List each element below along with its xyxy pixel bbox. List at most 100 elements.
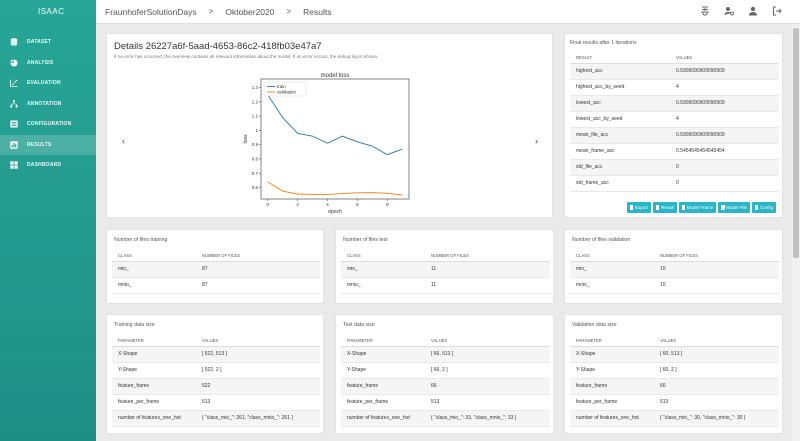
scrollbar-thumb[interactable] [793,28,799,258]
row-label: number of features_one_hot [341,410,425,427]
carousel-prev-button[interactable]: ‹ [122,136,125,146]
row-value: 10 [654,261,779,278]
sidebar-item-analysis[interactable]: ANALYSIS [0,53,96,74]
column-header: PARAMETER [341,335,425,347]
legend-label: validation [277,90,297,95]
column-header: CLASS [112,250,196,262]
sidebar-item-label: EVALUATION [27,80,61,87]
sidebar-item-annotation[interactable]: ANNOTATION [0,94,96,115]
x-tick-label: 2 [296,202,299,207]
y-tick-label: 1.1 [252,114,259,119]
model-file-button[interactable]: Model File [718,202,750,213]
table-row: feature_per_frame 513 [112,394,320,411]
table-row: Y-Shape[ 60, 2 ] [570,362,779,379]
row-label: mean_file_acc [570,127,670,144]
sliders-icon[interactable] [700,6,710,16]
logout-icon[interactable] [772,6,782,16]
test-size-table: PARAMETER VALUES X-Shape[ 66, 513 ] Y-Shape… [341,335,550,427]
training-size-table: PARAMETER VALUES X-Shape[ 522, 513 ] Y-Shap… [112,335,320,427]
table-row: number of features_one_hot{ "class_mio_"… [570,410,779,427]
row-value: 0 [670,159,779,176]
row-value: { "class_mio_": 33, "class_mnio_": 33 } [425,410,550,427]
final-results-table: RESULT VALUES highest_acc 0.5909090909090… [570,52,779,192]
y-tick-label: 0.9 [252,142,259,147]
table-row: highest_acc 0.5909090909090909 [570,63,779,80]
breadcrumb-separator: > [208,7,214,16]
topbar-icons [700,6,782,16]
row-value: [ 522, 513 ] [196,346,320,363]
sidebar-item-label: DATASET [27,39,52,46]
row-label: feature_frame [570,378,654,395]
x-tick-label: 4 [326,202,329,207]
app-title: ISAAC [38,7,65,16]
row-value: 11 [425,261,550,278]
table-row: number of features_one_hot{ "class_mio_"… [341,410,550,427]
carousel-next-button[interactable]: › [535,136,538,146]
config-button[interactable]: Config [751,202,776,213]
model-frame-button[interactable]: Model Frame [678,202,717,213]
row-value: 513 [196,394,320,411]
column-header: VALUES [654,335,779,347]
row-label: feature_per_frame [112,394,196,411]
test-size-title: Test data size [343,322,375,328]
table-row: feature_frame 522 [112,378,320,395]
export-button[interactable]: Export [626,202,651,213]
table-row: feature_frame 60 [570,378,779,395]
sidebar-nav: DATASET ANALYSIS EVALUATION ANNOTATION CONFI… [0,32,96,176]
y-tick-label: 1.2 [252,99,259,104]
files-training-title: Number of files training [114,237,168,243]
sidebar-item-evaluation[interactable]: EVALUATION [0,73,96,94]
pie-chart-icon [9,58,18,67]
row-value: [ 66, 513 ] [425,346,550,363]
table-row: X-Shape[ 60, 513 ] [570,346,779,363]
breadcrumb-item-session[interactable]: Oktober2020 [225,6,275,17]
row-value: [ 60, 513 ] [654,346,779,363]
row-value: [ 66, 2 ] [425,362,550,379]
column-header: VALUES [425,335,550,347]
row-value: 60 [654,378,779,395]
chart-title: model loss [321,73,350,79]
row-label: feature_frame [112,378,196,395]
training-size-title: Training data size [114,322,155,328]
row-label: highest_acc [570,63,670,80]
column-header: CLASS [570,250,654,262]
table-row: std_frame_acc 0 [570,175,779,192]
row-label: X-Shape [112,346,196,363]
row-label: lowest_acc_by_seed [570,111,670,128]
row-value: 0 [670,175,779,192]
table-row: Y-Shape[ 66, 2 ] [341,362,550,379]
database-icon [9,38,18,47]
file-icon [721,205,725,210]
sidebar-item-dataset[interactable]: DATASET [0,32,96,53]
sidebar: ISAAC DATASET ANALYSIS EVALUATION ANNOTATIO… [0,0,96,441]
table-row: std_file_acc 0 [570,159,779,176]
files-validation-table: CLASS NUMBER OF FILES mio_ 10 mnio_ 10 [570,250,779,294]
validation-size-card: Validation data size PARAMETER VALUES X-Sh… [564,314,783,434]
table-row: mnio_ 87 [112,277,320,294]
chart-legend [263,81,307,97]
result-button[interactable]: Result [652,202,677,213]
breadcrumb-separator: > [286,7,292,16]
sidebar-item-label: RESULTS [27,141,52,148]
files-validation-title: Number of files validation [572,237,631,243]
button-label: Model File [726,205,747,210]
button-label: Export [634,205,648,210]
row-value: 0.5454545454545454 [670,143,779,160]
user-cog-icon[interactable] [724,6,734,16]
user-icon[interactable] [748,6,758,16]
sidebar-item-results[interactable]: RESULTS [0,134,96,155]
sidebar-item-configuration[interactable]: CONFIGURATION [0,114,96,135]
sidebar-item-dashboard[interactable]: DASHBOARD [0,155,96,176]
breadcrumb-item-project[interactable]: FraunhoferSolutionDays [105,6,197,17]
table-row: mnio_ 10 [570,277,779,294]
x-tick-label: 0 [266,202,269,207]
scrollbar[interactable] [792,24,800,441]
row-value: 0.5909090909090909 [670,127,779,144]
row-value: { "class_mio_": 30, "class_mnio_": 30 } [654,410,779,427]
row-value: 10 [654,277,779,294]
sidebar-item-label: ANNOTATION [27,100,62,107]
table-row: highest_acc_by_seed 4 [570,79,779,96]
row-value: 513 [425,394,550,411]
row-label: mio_ [570,261,654,278]
column-header: NUMBER OF FILES [654,250,779,262]
